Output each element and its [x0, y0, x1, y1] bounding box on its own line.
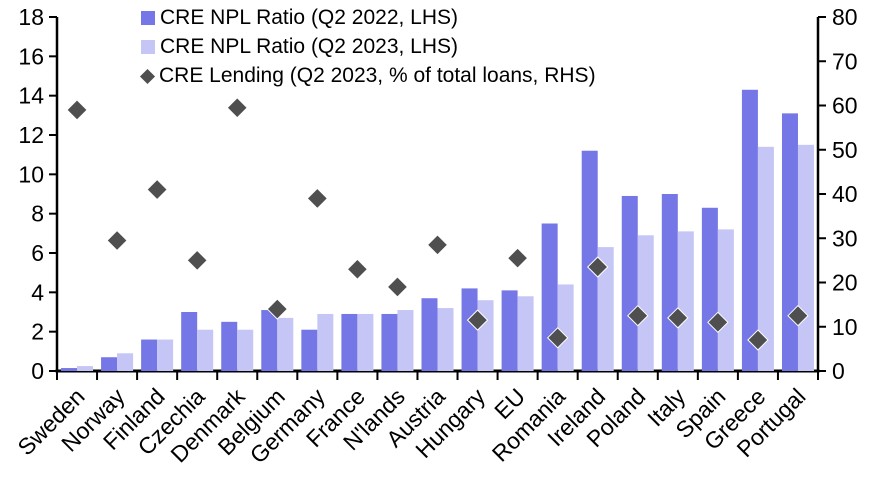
- left-axis-tick-label: 8: [31, 201, 44, 227]
- left-axis-tick-label: 18: [18, 4, 44, 30]
- diamond-Austria: [426, 234, 449, 256]
- diamond-Ireland: [587, 256, 609, 278]
- left-axis-tick-label: 12: [18, 122, 44, 148]
- bar-2023-Ireland: [597, 247, 614, 371]
- legend-label: CRE NPL Ratio (Q2 2023, LHS): [160, 35, 459, 58]
- diamond-EU: [506, 247, 529, 269]
- right-axis-tick-label: 50: [832, 137, 858, 163]
- right-axis-tick-label: 30: [832, 225, 858, 251]
- diamond-Poland: [627, 304, 649, 327]
- diamond-Italy: [667, 307, 689, 329]
- bar-2023-Finland: [157, 339, 174, 371]
- bar-2022-Romania: [541, 223, 558, 371]
- bar-2023-Denmark: [237, 329, 254, 371]
- diamond-Hungary: [466, 309, 489, 331]
- bar-2022-Spain: [701, 207, 718, 371]
- legend-diamond-marker: [139, 68, 156, 84]
- bar-2023-Sweden: [77, 366, 94, 371]
- diamond-Germany: [306, 187, 329, 210]
- bar-2023-N'lands: [397, 310, 414, 371]
- legend-label: CRE Lending (Q2 2023, % of total loans, …: [159, 64, 596, 87]
- left-axis-tick-label: 6: [31, 240, 44, 266]
- bar-2022-Denmark: [221, 321, 238, 371]
- bar-2022-Greece: [741, 89, 758, 372]
- bar-2023-Belgium: [277, 317, 294, 371]
- bar-2023-Poland: [637, 235, 654, 371]
- chart-legend: CRE NPL Ratio (Q2 2022, LHS) CRE NPL Rati…: [139, 4, 596, 90]
- bar-2022-EU: [501, 290, 518, 371]
- bar-2023-Greece: [757, 146, 774, 371]
- bar-2022-Germany: [301, 329, 318, 371]
- bar-2022-Austria: [421, 298, 438, 371]
- diamond-Norway: [106, 229, 128, 252]
- right-axis-tick-label: 0: [832, 358, 845, 384]
- bar-2022-Sweden: [61, 368, 78, 371]
- right-axis-tick-label: 80: [832, 4, 858, 30]
- bar-2023-France: [357, 313, 374, 371]
- bar-2023-Austria: [437, 308, 454, 371]
- right-axis-tick-label: 40: [832, 181, 858, 207]
- diamond-Sweden: [66, 99, 88, 121]
- left-axis-tick-label: 2: [31, 319, 44, 345]
- diamond-N'lands: [386, 276, 409, 298]
- bar-2023-Germany: [317, 313, 334, 371]
- bar-2022-Norway: [101, 357, 118, 371]
- diamond-Finland: [146, 178, 168, 201]
- bar-2022-Finland: [141, 339, 158, 371]
- bar-2022-Belgium: [261, 310, 278, 371]
- left-axis-tick-label: 4: [31, 279, 44, 305]
- bar-2023-Portugal: [797, 144, 814, 371]
- bar-2023-Hungary: [477, 300, 494, 371]
- right-axis-tick-label: 60: [832, 93, 858, 119]
- bar-2022-France: [341, 313, 358, 371]
- bar-2023-Norway: [117, 353, 134, 371]
- bar-2022-Hungary: [461, 288, 478, 371]
- diamond-Greece: [747, 329, 769, 351]
- legend-item-1: CRE NPL Ratio (Q2 2023, LHS): [141, 33, 596, 61]
- legend-square-marker: [141, 40, 155, 54]
- right-axis-tick-label: 20: [832, 270, 858, 296]
- bar-2023-Italy: [677, 231, 694, 371]
- legend-square-marker: [141, 11, 155, 25]
- bar-2023-Spain: [717, 229, 734, 371]
- bar-2022-Poland: [621, 195, 638, 371]
- bar-2022-Ireland: [581, 150, 598, 371]
- right-axis-tick-label: 10: [832, 314, 858, 340]
- diamond-Belgium: [266, 298, 288, 320]
- diamond-France: [346, 258, 369, 280]
- legend-item-0: CRE NPL Ratio (Q2 2022, LHS): [141, 4, 596, 32]
- diamond-Portugal: [787, 304, 809, 327]
- diamond-Romania: [546, 327, 569, 349]
- bar-2022-Czechia: [181, 312, 198, 371]
- bar-2022-N'lands: [381, 313, 398, 371]
- bar-2022-Italy: [661, 194, 678, 371]
- left-axis-tick-label: 14: [18, 83, 44, 109]
- left-axis-tick-label: 16: [18, 43, 44, 69]
- bar-2023-Czechia: [197, 329, 214, 371]
- legend-label: CRE NPL Ratio (Q2 2022, LHS): [160, 6, 459, 29]
- diamond-Denmark: [226, 97, 248, 119]
- left-axis-tick-label: 10: [18, 161, 44, 187]
- right-axis-tick-label: 70: [832, 48, 858, 74]
- bar-2022-Portugal: [781, 113, 798, 371]
- left-axis-tick-label: 0: [31, 358, 44, 384]
- legend-item-2: CRE Lending (Q2 2023, % of total loans, …: [139, 62, 596, 90]
- diamond-Spain: [707, 311, 729, 334]
- bar-2023-Romania: [557, 284, 574, 371]
- diamond-Czechia: [186, 249, 208, 272]
- bar-2023-EU: [517, 296, 534, 371]
